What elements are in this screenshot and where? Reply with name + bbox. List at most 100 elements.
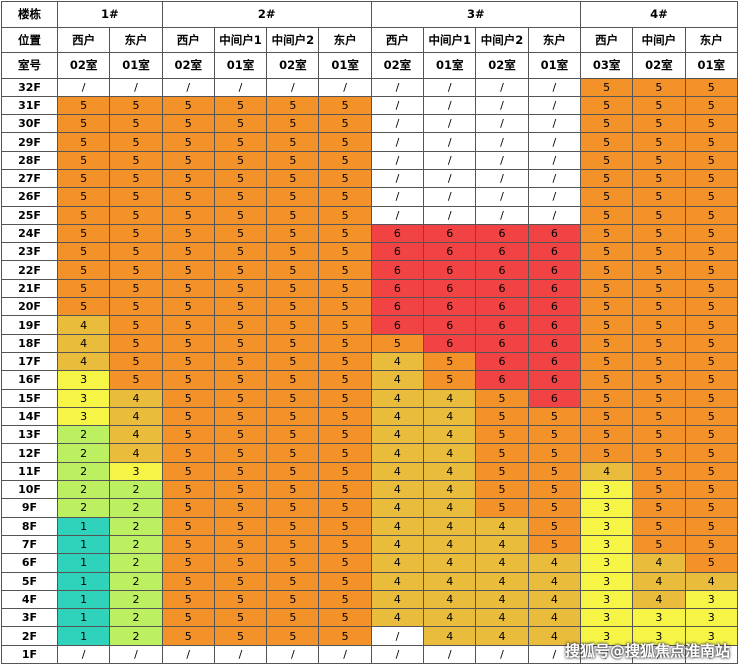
unit-cell: / <box>318 77 372 97</box>
unit-cell: 5 <box>266 406 320 427</box>
unit-cell: 5 <box>475 498 529 518</box>
unit-cell: 3 <box>579 571 634 591</box>
unit-cell: 5 <box>266 571 320 591</box>
unit-cell: 5 <box>213 315 268 335</box>
unit-cell: 4 <box>370 608 425 628</box>
unit-cell: 5 <box>109 297 163 317</box>
floor-label: 6F <box>1 553 58 573</box>
unit-cell: 5 <box>213 443 268 463</box>
unit-room: 01室 <box>527 52 581 79</box>
unit-cell: / <box>370 114 425 134</box>
unit-cell: 2 <box>56 480 111 500</box>
unit-cell: / <box>475 150 529 170</box>
unit-cell: 4 <box>475 553 529 573</box>
unit-cell: 5 <box>161 534 215 555</box>
unit-cell: 5 <box>579 333 634 353</box>
unit-cell: 4 <box>370 516 425 536</box>
unit-cell: 4 <box>475 608 529 628</box>
floor-label: 31F <box>1 95 58 116</box>
unit-cell: 4 <box>370 370 425 390</box>
unit-cell: 5 <box>161 480 215 500</box>
building-name: 1# <box>57 1 163 28</box>
unit-cell: 1 <box>56 553 111 573</box>
unit-cell: 5 <box>109 242 163 262</box>
unit-cell: 5 <box>632 370 686 390</box>
unit-cell: 2 <box>109 553 163 573</box>
unit-cell: / <box>370 168 425 189</box>
unit-cell: 5 <box>684 223 739 244</box>
floor-row: 3F 1 2 5 5 5 5 4 4 4 4 3 3 3 <box>1 608 739 628</box>
unit-cell: 5 <box>632 205 686 225</box>
unit-cell: 5 <box>632 461 686 482</box>
unit-cell: 5 <box>318 608 372 628</box>
unit-cell: 5 <box>266 187 320 207</box>
floor-label: 18F <box>1 333 58 353</box>
unit-cell: 4 <box>527 608 581 628</box>
unit-position: 中间户1 <box>213 26 268 53</box>
header-row: 位置 西户 东户 西户 中间户1 中间户2 东户 西户 中间户1 中间户2 东户 西户 中间户 东户 <box>1 26 739 53</box>
unit-cell: 5 <box>213 589 268 610</box>
unit-cell: 4 <box>475 571 529 591</box>
unit-cell: 5 <box>266 168 320 189</box>
floor-row: 1F / / / / / / / / / / / / / <box>1 644 739 665</box>
unit-cell: 5 <box>579 351 634 372</box>
unit-cell: 5 <box>579 77 634 97</box>
unit-cell: / <box>579 644 634 665</box>
unit-position: 东户 <box>318 26 372 53</box>
unit-cell: 4 <box>423 571 477 591</box>
unit-cell: 5 <box>684 150 739 170</box>
unit-cell: 5 <box>318 480 372 500</box>
unit-cell: 5 <box>213 150 268 170</box>
unit-cell: / <box>161 77 215 97</box>
unit-cell: / <box>527 114 581 134</box>
unit-cell: 2 <box>109 480 163 500</box>
unit-cell: 3 <box>684 589 739 610</box>
unit-cell: 4 <box>423 553 477 573</box>
unit-cell: 5 <box>56 132 111 152</box>
unit-room: 02室 <box>56 52 111 79</box>
unit-cell: 4 <box>370 388 425 408</box>
unit-cell: 5 <box>684 553 739 573</box>
unit-cell: 3 <box>684 608 739 628</box>
unit-cell: 5 <box>684 77 739 97</box>
floor-label: 3F <box>1 608 58 628</box>
unit-cell: 4 <box>56 333 111 353</box>
floor-label: 8F <box>1 516 58 536</box>
unit-cell: 4 <box>423 388 477 408</box>
unit-cell: 5 <box>266 150 320 170</box>
unit-cell: 6 <box>527 388 581 408</box>
unit-cell: 2 <box>56 498 111 518</box>
unit-cell: 5 <box>579 443 634 463</box>
unit-cell: 5 <box>161 498 215 518</box>
unit-cell: 5 <box>632 388 686 408</box>
unit-cell: 5 <box>109 205 163 225</box>
unit-cell: 5 <box>579 223 634 244</box>
unit-cell: 5 <box>579 425 634 445</box>
unit-cell: 4 <box>370 425 425 445</box>
unit-room: 03室 <box>579 52 634 79</box>
unit-cell: 5 <box>56 260 111 280</box>
unit-cell: 5 <box>370 333 425 353</box>
floor-row: 18F 4 5 5 5 5 5 5 6 6 6 5 5 5 <box>1 333 739 353</box>
unit-cell: / <box>527 77 581 97</box>
unit-cell: 5 <box>213 297 268 317</box>
unit-cell: / <box>370 205 425 225</box>
unit-cell: / <box>370 132 425 152</box>
unit-cell: 5 <box>579 370 634 390</box>
unit-cell: 5 <box>56 187 111 207</box>
unit-cell: 6 <box>423 333 477 353</box>
unit-cell: 5 <box>213 406 268 427</box>
floor-label: 10F <box>1 480 58 500</box>
unit-cell: 2 <box>109 498 163 518</box>
floor-label: 15F <box>1 388 58 408</box>
unit-cell: 5 <box>684 461 739 482</box>
unit-cell: / <box>527 150 581 170</box>
unit-cell: 6 <box>475 297 529 317</box>
unit-cell: 1 <box>56 571 111 591</box>
unit-cell: 5 <box>684 260 739 280</box>
unit-cell: 5 <box>161 132 215 152</box>
unit-position: 西户 <box>370 26 425 53</box>
unit-cell: 5 <box>684 242 739 262</box>
